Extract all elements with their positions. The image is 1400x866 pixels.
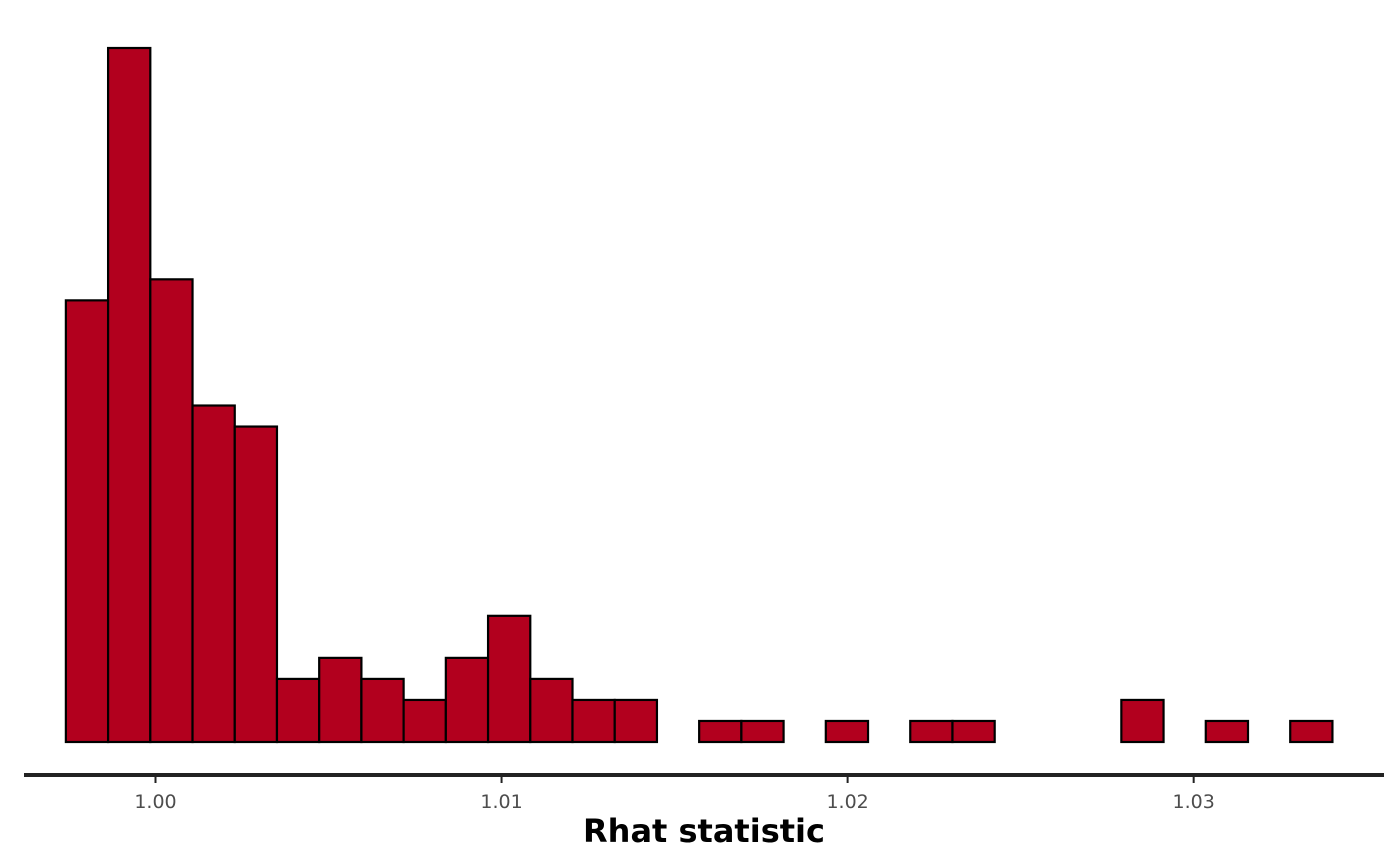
histogram-bar (740, 719, 785, 744)
x-ticks-layer: 1.00 1.01 1.02 1.03 (134, 777, 1215, 813)
histogram-bar (951, 719, 996, 744)
x-tick-label: 1.00 (134, 791, 176, 813)
histogram-bar (698, 719, 743, 744)
histogram-bar (444, 656, 490, 744)
histogram-bar (909, 719, 954, 744)
histogram-bar (64, 299, 110, 744)
histogram-bar (360, 677, 405, 744)
histogram-bar (1120, 698, 1165, 744)
histogram-bar (529, 677, 574, 744)
histogram-bar (149, 278, 194, 744)
histogram-bar (571, 698, 616, 744)
histogram-bar (824, 719, 870, 744)
histogram-bar (318, 656, 363, 744)
x-tick-label: 1.01 (480, 791, 522, 813)
bars-layer (64, 46, 1334, 744)
x-axis-title: Rhat statistic (583, 812, 825, 850)
histogram-bar (613, 698, 659, 744)
histogram-bar (191, 404, 236, 744)
histogram-bar (402, 698, 447, 744)
histogram-bar (1289, 719, 1334, 744)
x-tick-label: 1.03 (1173, 791, 1215, 813)
histogram-bar (1204, 719, 1250, 744)
histogram-bar (275, 677, 321, 744)
histogram-bar (486, 614, 532, 744)
histogram-bar (106, 46, 152, 744)
x-tick-label: 1.02 (826, 791, 868, 813)
histogram-bar (233, 425, 279, 744)
